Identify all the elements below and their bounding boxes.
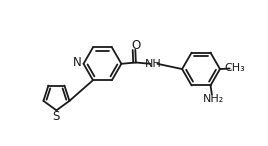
Text: O: O — [131, 39, 140, 52]
Text: CH₃: CH₃ — [224, 63, 245, 73]
Text: N: N — [73, 56, 82, 69]
Text: NH₂: NH₂ — [203, 94, 224, 104]
Text: S: S — [53, 110, 60, 123]
Text: NH: NH — [145, 59, 162, 68]
